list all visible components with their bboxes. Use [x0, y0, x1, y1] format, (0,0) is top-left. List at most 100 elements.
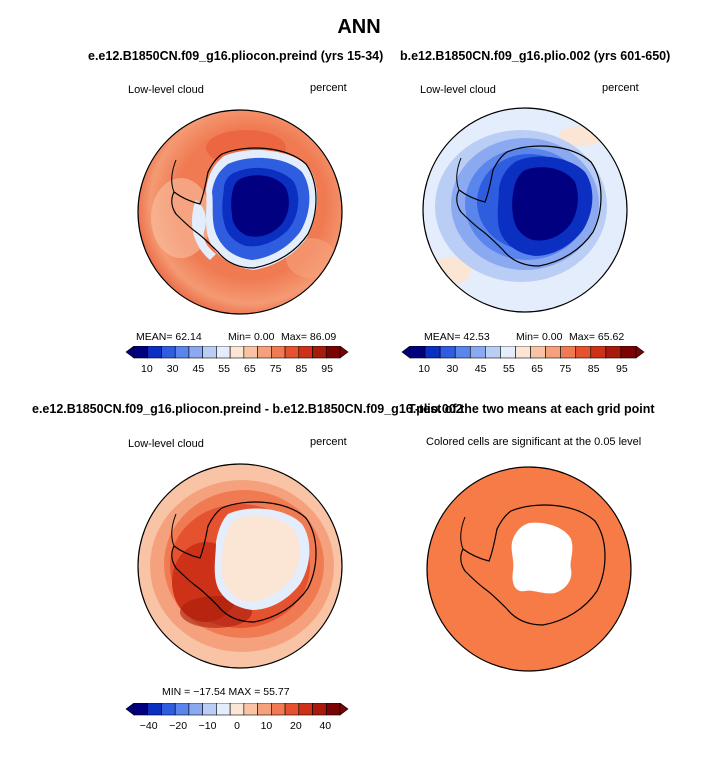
- panel1-colorbar-swatch: [174, 346, 190, 359]
- panel1-colorbar-swatch: [147, 346, 162, 359]
- panel2-mean: MEAN= 42.53: [424, 331, 490, 343]
- panel1-colorbar-highend: [339, 346, 349, 359]
- panel3-colorbar-swatch: [216, 703, 231, 716]
- panel3-colorbar-swatch: [229, 703, 245, 716]
- panel3-colorbar-tick: 10: [261, 720, 273, 732]
- panel2-colorbar-swatch: [575, 346, 592, 359]
- panel3-colorbar-swatch: [161, 703, 176, 716]
- panel4-title: T-test of the two means at each grid poi…: [408, 402, 655, 416]
- panel1-colorbar: 10 30 45 55 65 75 85 95: [125, 346, 349, 375]
- panel2-colorbar-swatch: [620, 346, 637, 359]
- panel1-max: Max= 86.09: [281, 331, 337, 343]
- panel1-colorbar-swatch: [271, 346, 286, 359]
- panel3-variable: Low-level cloud: [128, 438, 204, 450]
- panel1-colorbar-tick: 85: [296, 363, 308, 375]
- panel3-colorbar-tick: −40: [140, 720, 158, 732]
- panel3-colorbar-swatch: [257, 703, 272, 716]
- panel1-colorbar-tick: 75: [270, 363, 282, 375]
- panel1-colorbar-swatch: [161, 346, 176, 359]
- panel2-colorbar-swatch: [545, 346, 561, 359]
- panel2-min: Min= 0.00: [516, 331, 563, 343]
- panel3-colorbar-swatch: [188, 703, 203, 716]
- panel1-min: Min= 0.00: [228, 331, 275, 343]
- panel2-colorbar-swatch: [439, 346, 456, 359]
- panel3-map: [137, 463, 343, 669]
- panel1-colorbar-swatch: [312, 346, 327, 359]
- panel1-colorbar-tick: 10: [141, 363, 153, 375]
- panel4-map: [426, 466, 632, 672]
- panel4-subtitle: Colored cells are significant at the 0.0…: [426, 436, 642, 448]
- panel3-colorbar-swatch: [202, 703, 217, 716]
- panel1-colorbar-swatch: [133, 346, 149, 359]
- panel1-variable: Low-level cloud: [128, 84, 204, 96]
- panel2-colorbar-tick: 65: [531, 363, 543, 375]
- panel1-colorbar-swatch: [216, 346, 231, 359]
- panel2-colorbar-swatch: [590, 346, 607, 359]
- panel3-colorbar-swatch: [133, 703, 149, 716]
- panel2-title: b.e12.B1850CN.f09_g16.plio.002 (yrs 601-…: [400, 49, 671, 63]
- panel2-colorbar-swatch: [560, 346, 577, 359]
- panel3-colorbar: −40 −20 −10 0 10 20 40: [125, 703, 349, 732]
- panel3-minmax: MIN = −17.54 MAX = 55.77: [162, 686, 290, 698]
- panel2-colorbar-swatch: [424, 346, 441, 359]
- panel2-colorbar-tick: 85: [588, 363, 600, 375]
- panel2-colorbar-swatch: [605, 346, 622, 359]
- figure-title: ANN: [337, 16, 381, 38]
- panel3-units: percent: [310, 436, 347, 448]
- panel3-colorbar-tick: 20: [290, 720, 302, 732]
- panel3-colorbar-tick: −10: [199, 720, 217, 732]
- panel3-colorbar-swatch: [147, 703, 162, 716]
- panel3-colorbar-highend: [339, 703, 349, 716]
- panel2-colorbar-swatch: [500, 346, 516, 359]
- panel2-colorbar-highend: [635, 346, 645, 359]
- panel3-colorbar-tick: −20: [169, 720, 187, 732]
- panel3-colorbar-swatch: [284, 703, 300, 716]
- panel1-title: e.e12.B1850CN.f09_g16.pliocon.preind (yr…: [88, 49, 384, 63]
- panel3-colorbar-tick: 40: [319, 720, 331, 732]
- panel2-colorbar-tick: 95: [616, 363, 628, 375]
- panel3-title: e.e12.B1850CN.f09_g16.pliocon.preind - b…: [32, 402, 463, 416]
- panel3-colorbar-swatch: [325, 703, 341, 716]
- panel2-colorbar-swatch: [409, 346, 426, 359]
- panel1-colorbar-lowend: [125, 346, 135, 359]
- panel3-colorbar-tick: 0: [234, 720, 240, 732]
- panel1-colorbar-swatch: [298, 346, 313, 359]
- panel1-colorbar-swatch: [188, 346, 203, 359]
- panel2-variable: Low-level cloud: [420, 84, 496, 96]
- panel2-colorbar-swatch: [469, 346, 486, 359]
- panel2-max: Max= 65.62: [569, 331, 625, 343]
- panel1-colorbar-tick: 65: [244, 363, 256, 375]
- panel1-colorbar-swatch: [243, 346, 258, 359]
- panel1-map: [137, 109, 343, 315]
- panel1-colorbar-swatch: [202, 346, 217, 359]
- panel3-colorbar-lowend: [125, 703, 135, 716]
- panel3-colorbar-swatch: [312, 703, 327, 716]
- panel2-colorbar-tick: 45: [475, 363, 487, 375]
- panel3-colorbar-swatch: [298, 703, 313, 716]
- panel1-colorbar-swatch: [284, 346, 300, 359]
- panel2-colorbar-tick: 55: [503, 363, 515, 375]
- panel2-colorbar-swatch: [515, 346, 531, 359]
- panel3-colorbar-swatch: [174, 703, 190, 716]
- panel3-colorbar-swatch: [271, 703, 286, 716]
- panel2-colorbar-swatch: [530, 346, 546, 359]
- panel1-colorbar-tick: 30: [167, 363, 179, 375]
- panel2-colorbar-lowend: [401, 346, 411, 359]
- panel1-colorbar-swatch: [257, 346, 272, 359]
- panel1-colorbar-swatch: [229, 346, 245, 359]
- panel2-units: percent: [602, 82, 639, 94]
- panel2-colorbar-swatch: [454, 346, 471, 359]
- panel1-colorbar-tick: 95: [321, 363, 333, 375]
- panel2-colorbar-tick: 10: [418, 363, 430, 375]
- panel2-map: [422, 107, 628, 313]
- panel3-colorbar-swatch: [243, 703, 258, 716]
- panel1-units: percent: [310, 82, 347, 94]
- panel2-colorbar: 10 30 45 55 65 75 85 95: [401, 346, 645, 375]
- panel2-colorbar-tick: 75: [560, 363, 572, 375]
- panel1-colorbar-tick: 55: [218, 363, 230, 375]
- panel1-mean: MEAN= 62.14: [136, 331, 202, 343]
- panel2-colorbar-swatch: [485, 346, 501, 359]
- panel1-colorbar-swatch: [325, 346, 341, 359]
- panel1-colorbar-tick: 45: [193, 363, 205, 375]
- panel2-colorbar-tick: 30: [447, 363, 459, 375]
